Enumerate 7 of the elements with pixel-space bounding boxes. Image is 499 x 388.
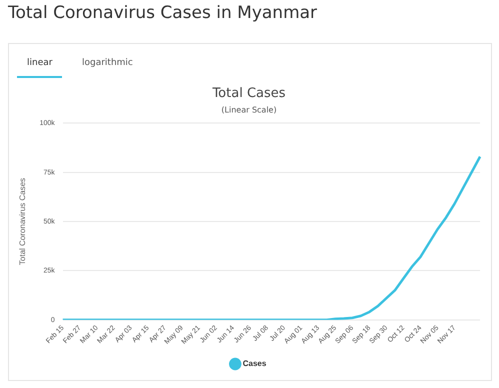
text: logarithmic — [81, 58, 134, 70]
text: Total Coronavirus Cases in Myanmar — [8, 3, 318, 23]
text: linear — [17, 58, 62, 78]
y-axis-title: Total Coronavirus Cases — [18, 178, 28, 266]
chart-subtitle: (Linear Scale) — [221, 105, 277, 114]
legend-label: Cases — [242, 359, 267, 368]
chart-title: Total Cases — [211, 86, 286, 102]
